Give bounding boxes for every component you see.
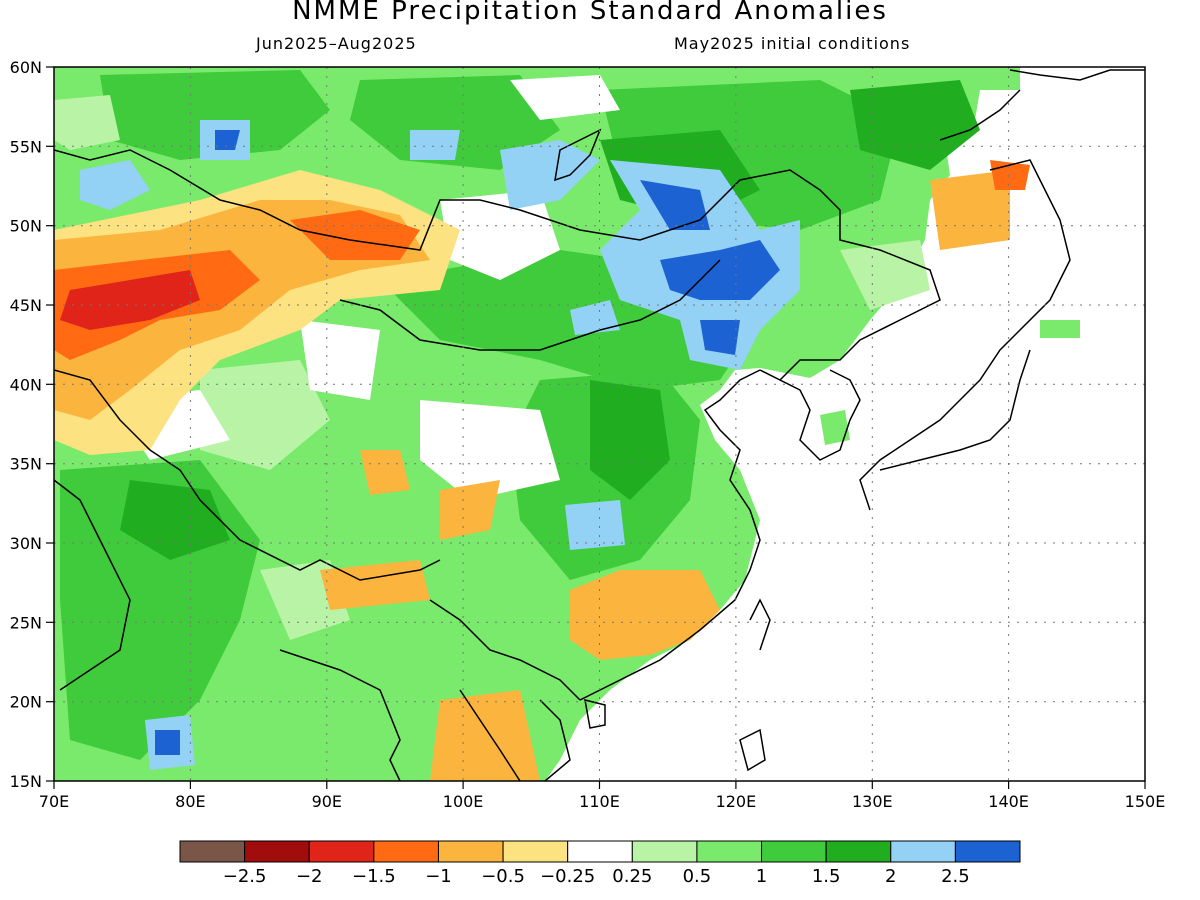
- dry-patch: [290, 210, 420, 260]
- map-title: NMME Precipitation Standard Anomalies: [292, 0, 888, 26]
- green-patch: [350, 75, 560, 170]
- lat-tick-label: 55N: [10, 137, 42, 156]
- dry-patch: [930, 170, 1010, 250]
- colorbar-swatch: [825, 840, 892, 863]
- lon-tick-label: 120E: [716, 792, 757, 811]
- anomaly-field: [54, 67, 1080, 781]
- neutral-patch: [440, 190, 560, 280]
- lat-tick-label: 50N: [10, 217, 42, 236]
- colorbar-swatch: [761, 840, 827, 863]
- dry-patch: [440, 480, 500, 540]
- dry-patch: [60, 270, 200, 330]
- lon-tick-label: 80E: [175, 792, 205, 811]
- lon-tick-label: 100E: [443, 792, 484, 811]
- wet-patch: [155, 730, 180, 755]
- initial-conditions: May2025 initial conditions: [674, 34, 911, 53]
- neutral-patch: [420, 400, 560, 500]
- green-patch: [1040, 320, 1080, 338]
- wet-patch: [570, 300, 620, 335]
- lat-tick-label: 25N: [10, 613, 42, 632]
- colorbar-swatch: [244, 840, 310, 863]
- lat-tick-label: 15N: [10, 772, 42, 791]
- green-patch: [120, 480, 230, 560]
- wet-patch: [80, 160, 150, 210]
- lon-tick-label: 140E: [988, 792, 1029, 811]
- lon-tick-label: 110E: [579, 792, 620, 811]
- wet-patch: [215, 130, 240, 150]
- wet-patch: [660, 240, 780, 300]
- colorbar-label: 0.5: [683, 866, 712, 887]
- colorbar-label: −0.5: [481, 866, 525, 887]
- colorbar-label: −1.5: [352, 866, 396, 887]
- colorbar-swatch: [696, 840, 763, 863]
- colorbar-label: −2: [296, 866, 323, 887]
- lon-tick-label: 130E: [852, 792, 893, 811]
- lon-tick-labels: 70E 80E 90E 100E 110E 120E 130E 140E 150…: [39, 792, 1166, 811]
- lat-tick-label: 30N: [10, 534, 42, 553]
- dry-patch: [570, 570, 720, 660]
- lat-tick-label: 40N: [10, 375, 42, 394]
- axis-ticks: [46, 66, 1146, 789]
- coastlines: [54, 69, 1145, 781]
- colorbar-label: −0.25: [540, 866, 595, 887]
- lon-tick-label: 150E: [1125, 792, 1166, 811]
- lat-tick-label: 45N: [10, 296, 42, 315]
- colorbar-swatch: [502, 840, 569, 863]
- colorbar-label: 1.5: [812, 866, 841, 887]
- forecast-period: Jun2025–Aug2025: [256, 34, 417, 53]
- colorbar-swatch: [373, 840, 439, 863]
- green-patch: [820, 410, 850, 445]
- neutral-patch: [510, 75, 620, 120]
- colorbar-swatch: [308, 840, 375, 863]
- colorbar-swatch: [437, 840, 504, 863]
- green-patch: [590, 380, 670, 500]
- grid-lines: [54, 67, 1145, 781]
- colorbar-label: −2.5: [223, 866, 267, 887]
- colorbar-swatch: [631, 840, 698, 863]
- colorbar-label: −1: [425, 866, 452, 887]
- colorbar-label: 2.5: [941, 866, 970, 887]
- dry-patch: [430, 690, 540, 781]
- lat-tick-labels: 15N 20N 25N 30N 35N 40N 45N 50N 55N 60N: [10, 58, 42, 791]
- lon-tick-label: 70E: [39, 792, 69, 811]
- green-patch: [100, 70, 330, 160]
- lightgreen-patch: [200, 360, 330, 470]
- wet-patch: [640, 180, 710, 230]
- green-patch: [850, 80, 980, 170]
- colorbar-swatch: [890, 840, 956, 863]
- colorbar-label: 1: [756, 866, 767, 887]
- colorbar-label: 2: [885, 866, 896, 887]
- lightgreen-patch: [54, 95, 120, 150]
- neutral-patch: [300, 320, 380, 400]
- lat-tick-label: 35N: [10, 455, 42, 474]
- lat-tick-label: 60N: [10, 58, 42, 77]
- wet-patch: [500, 140, 600, 210]
- wet-patch: [700, 320, 740, 355]
- lightgreen-patch: [840, 240, 930, 310]
- lon-tick-label: 90E: [312, 792, 342, 811]
- colorbar-swatch: [567, 840, 633, 863]
- colorbar-swatch: [179, 840, 246, 863]
- colorbar-swatch: [954, 840, 1021, 863]
- dry-patch: [360, 450, 410, 495]
- wet-patch: [565, 500, 625, 550]
- colorbar-label: 0.25: [612, 866, 652, 887]
- colorbar-labels: −2.5 −2 −1.5 −1 −0.5 −0.25 0.25 0.5 1 1.5 2 2.5: [223, 866, 970, 887]
- lat-tick-label: 20N: [10, 693, 42, 712]
- wet-patch: [410, 130, 460, 160]
- colorbar: [179, 840, 1021, 863]
